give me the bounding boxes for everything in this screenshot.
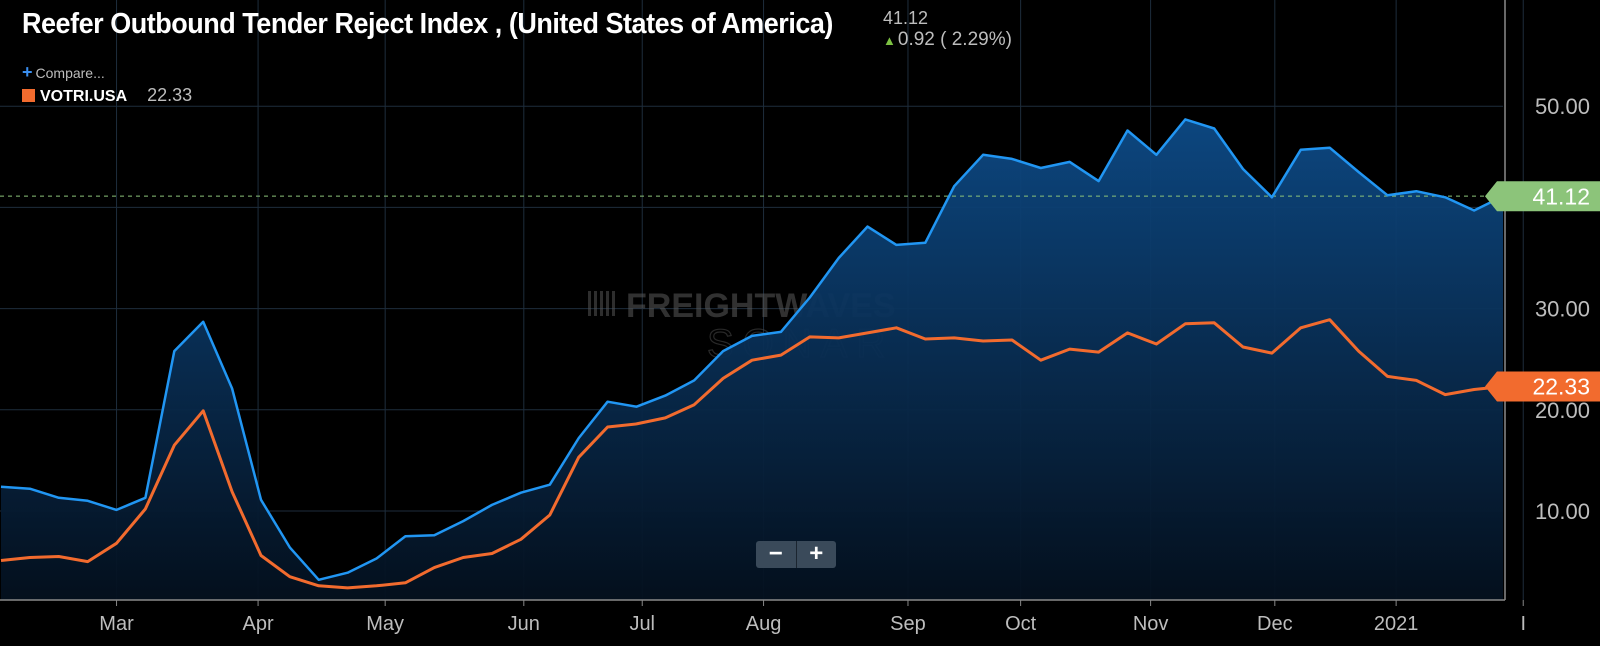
compare-series-line[interactable] bbox=[0, 318, 1504, 590]
main-series-line[interactable] bbox=[0, 118, 1504, 582]
legend-symbol: VOTRI.USA bbox=[40, 88, 128, 105]
series-lines bbox=[0, 118, 1504, 590]
triangle-up-icon: ▲ bbox=[883, 33, 896, 48]
x-tick-label: Sep bbox=[890, 613, 926, 635]
legend-value: 22.33 bbox=[147, 85, 193, 105]
last-value-tags: 41.12 22.33 bbox=[1485, 181, 1600, 402]
x-tick-label: Dec bbox=[1257, 613, 1293, 635]
freightwaves-logo-icon bbox=[588, 291, 615, 316]
x-tick-label: Jun bbox=[508, 613, 540, 635]
last-value-tag-compare: 22.33 bbox=[1485, 371, 1600, 402]
x-tick-label: Nov bbox=[1133, 613, 1169, 635]
change-value: ▲ 0.92 ( 2.29%) bbox=[883, 29, 1012, 51]
x-tick-label: Jul bbox=[629, 613, 655, 635]
zoom-out-button[interactable]: − bbox=[768, 540, 783, 567]
legend-entry-votri[interactable]: VOTRI.USA 22.33 bbox=[22, 85, 192, 106]
zoom-divider bbox=[795, 541, 797, 568]
last-value: 41.12 bbox=[883, 8, 929, 28]
y-tick-label: 50.00 bbox=[1535, 94, 1590, 119]
zoom-controls: − + bbox=[756, 541, 836, 568]
change-text: 0.92 ( 2.29%) bbox=[897, 29, 1012, 50]
compare-button[interactable]: + Compare... bbox=[22, 62, 105, 83]
y-tick-label: 30.00 bbox=[1535, 297, 1590, 322]
x-tick-label: Oct bbox=[1005, 613, 1037, 635]
last-value-tag-label: 41.12 bbox=[1532, 183, 1590, 209]
x-tick-label: I bbox=[1520, 613, 1526, 635]
chart-axes: 10.0020.0030.0050.00oMarAprMayJunJulAugS… bbox=[0, 0, 1590, 635]
x-tick-label: Apr bbox=[243, 613, 274, 635]
x-tick-label: 2021 bbox=[1374, 613, 1419, 635]
x-tick-label: Aug bbox=[746, 613, 782, 635]
zoom-in-button[interactable]: + bbox=[809, 540, 824, 567]
last-value-tag-label: 22.33 bbox=[1532, 374, 1590, 400]
y-tick-label: 20.00 bbox=[1535, 398, 1590, 423]
y-tick-label: 10.00 bbox=[1535, 499, 1590, 524]
compare-label: Compare... bbox=[35, 65, 105, 81]
chart-title: Reefer Outbound Tender Reject Index , (U… bbox=[22, 8, 833, 40]
last-value-tag-main: 41.12 bbox=[1485, 181, 1600, 212]
x-tick-label: Mar bbox=[99, 613, 134, 635]
x-tick-label: May bbox=[366, 613, 404, 635]
legend-swatch bbox=[22, 89, 35, 102]
plus-icon: + bbox=[22, 62, 33, 82]
